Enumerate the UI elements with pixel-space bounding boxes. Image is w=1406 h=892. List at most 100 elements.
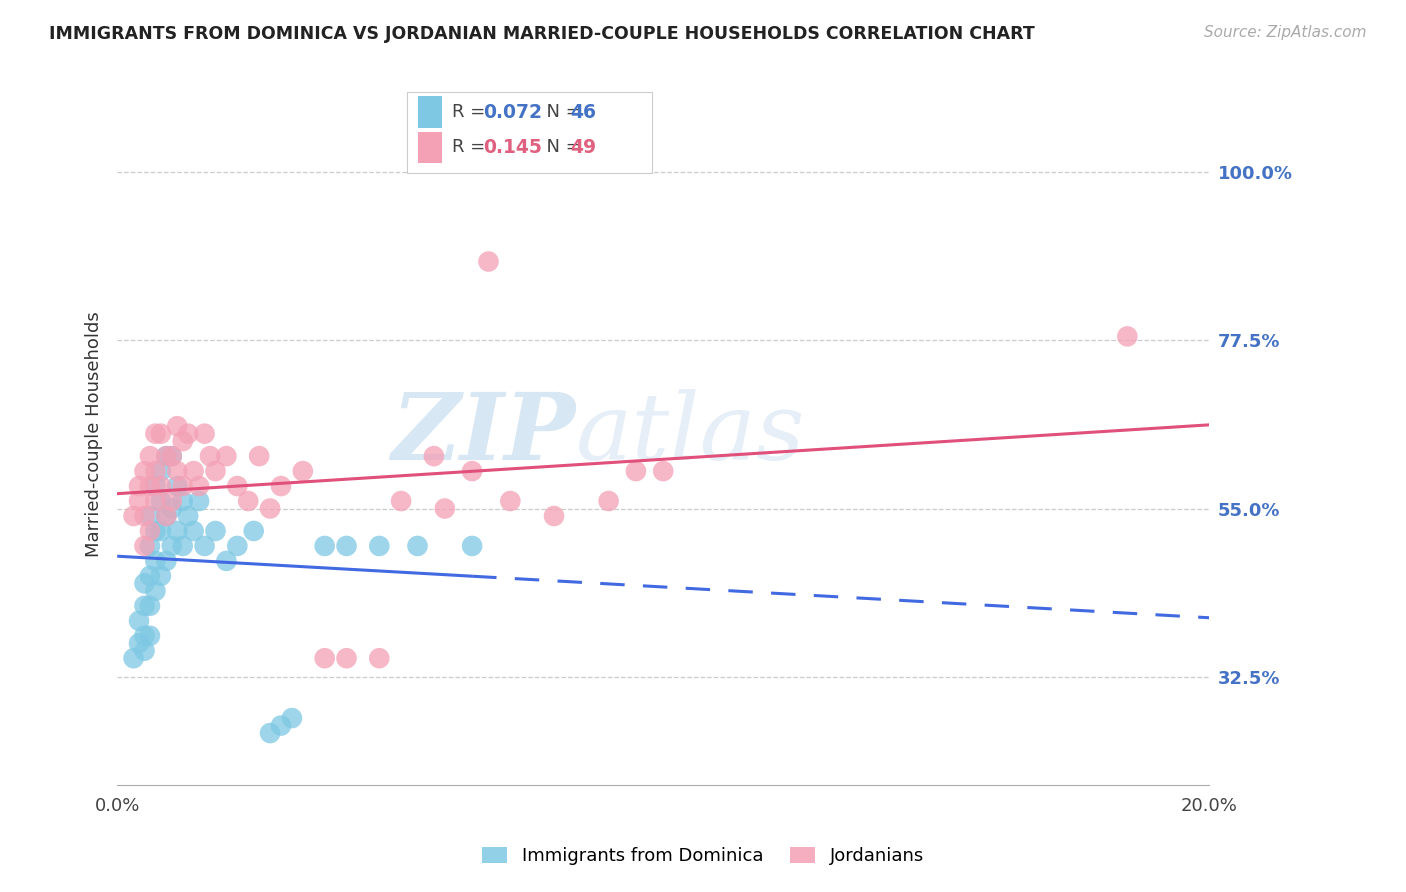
Point: [166, 464, 188, 478]
Text: atlas: atlas: [576, 389, 806, 479]
Point: [139, 629, 162, 643]
Point: [270, 479, 292, 493]
Point: [177, 426, 200, 441]
Point: [314, 651, 336, 665]
Point: [172, 434, 194, 449]
Point: [139, 524, 162, 538]
Point: [226, 539, 249, 553]
Point: [160, 449, 183, 463]
Point: [122, 508, 145, 523]
Point: [259, 501, 281, 516]
Point: [172, 494, 194, 508]
Text: N =: N =: [536, 138, 586, 156]
Legend: Immigrants from Dominica, Jordanians: Immigrants from Dominica, Jordanians: [475, 839, 931, 872]
Point: [177, 508, 200, 523]
Point: [155, 508, 177, 523]
Point: [193, 426, 215, 441]
Point: [183, 524, 205, 538]
Text: Source: ZipAtlas.com: Source: ZipAtlas.com: [1204, 25, 1367, 40]
Text: 46: 46: [571, 103, 596, 121]
Point: [134, 508, 156, 523]
Point: [238, 494, 260, 508]
Point: [335, 539, 357, 553]
FancyBboxPatch shape: [418, 96, 441, 128]
Point: [139, 569, 162, 583]
Point: [204, 524, 226, 538]
Point: [145, 583, 167, 598]
Point: [368, 651, 391, 665]
Point: [155, 508, 177, 523]
Point: [247, 449, 270, 463]
FancyBboxPatch shape: [406, 93, 652, 173]
Point: [406, 539, 429, 553]
Point: [139, 479, 162, 493]
Point: [145, 554, 167, 568]
Point: [134, 464, 156, 478]
Point: [389, 494, 412, 508]
Point: [433, 501, 456, 516]
Point: [134, 539, 156, 553]
Point: [134, 629, 156, 643]
Text: IMMIGRANTS FROM DOMINICA VS JORDANIAN MARRIED-COUPLE HOUSEHOLDS CORRELATION CHAR: IMMIGRANTS FROM DOMINICA VS JORDANIAN MA…: [49, 25, 1035, 43]
Point: [134, 644, 156, 658]
Text: 0.145: 0.145: [484, 138, 541, 157]
Point: [149, 464, 172, 478]
Text: R =: R =: [453, 138, 492, 156]
Point: [139, 539, 162, 553]
Point: [1116, 329, 1139, 343]
Text: ZIP: ZIP: [392, 389, 576, 479]
Point: [270, 718, 292, 732]
Point: [598, 494, 620, 508]
Point: [149, 569, 172, 583]
Point: [122, 651, 145, 665]
Point: [215, 449, 238, 463]
Point: [188, 479, 211, 493]
Point: [160, 449, 183, 463]
Point: [193, 539, 215, 553]
Point: [291, 464, 314, 478]
Point: [259, 726, 281, 740]
Point: [149, 479, 172, 493]
Point: [145, 524, 167, 538]
Point: [155, 449, 177, 463]
Point: [461, 539, 484, 553]
Point: [128, 479, 150, 493]
Point: [477, 254, 499, 268]
Point: [155, 449, 177, 463]
Point: [368, 539, 391, 553]
Point: [172, 539, 194, 553]
Point: [155, 554, 177, 568]
Point: [215, 554, 238, 568]
Point: [145, 464, 167, 478]
Point: [128, 614, 150, 628]
Point: [183, 464, 205, 478]
Point: [145, 426, 167, 441]
Point: [242, 524, 264, 538]
Point: [139, 508, 162, 523]
Point: [139, 449, 162, 463]
Point: [461, 464, 484, 478]
Point: [166, 524, 188, 538]
Point: [149, 494, 172, 508]
Point: [145, 479, 167, 493]
Point: [139, 599, 162, 613]
Point: [149, 426, 172, 441]
Point: [128, 636, 150, 650]
Point: [134, 576, 156, 591]
FancyBboxPatch shape: [418, 131, 441, 163]
Point: [160, 539, 183, 553]
Point: [128, 494, 150, 508]
Point: [160, 494, 183, 508]
Text: 49: 49: [571, 138, 596, 157]
Point: [423, 449, 446, 463]
Point: [499, 494, 522, 508]
Point: [281, 711, 304, 725]
Text: R =: R =: [453, 103, 492, 121]
Text: 0.072: 0.072: [484, 103, 543, 121]
Point: [145, 494, 167, 508]
Point: [134, 599, 156, 613]
Point: [172, 479, 194, 493]
Point: [198, 449, 221, 463]
Point: [314, 539, 336, 553]
Y-axis label: Married-couple Households: Married-couple Households: [86, 310, 103, 557]
